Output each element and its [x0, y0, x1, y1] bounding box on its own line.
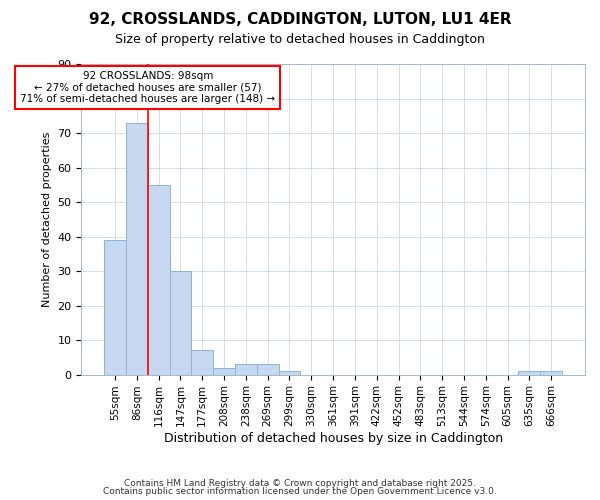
X-axis label: Distribution of detached houses by size in Caddington: Distribution of detached houses by size …: [164, 432, 503, 445]
Bar: [540, 371, 562, 374]
Bar: [126, 122, 148, 374]
Text: Size of property relative to detached houses in Caddington: Size of property relative to detached ho…: [115, 32, 485, 46]
Bar: [213, 368, 235, 374]
Bar: [257, 364, 278, 374]
Text: 92 CROSSLANDS: 98sqm
← 27% of detached houses are smaller (57)
71% of semi-detac: 92 CROSSLANDS: 98sqm ← 27% of detached h…: [20, 71, 275, 104]
Text: 92, CROSSLANDS, CADDINGTON, LUTON, LU1 4ER: 92, CROSSLANDS, CADDINGTON, LUTON, LU1 4…: [89, 12, 511, 28]
Bar: [148, 185, 170, 374]
Text: Contains HM Land Registry data © Crown copyright and database right 2025.: Contains HM Land Registry data © Crown c…: [124, 478, 476, 488]
Bar: [518, 371, 540, 374]
Bar: [235, 364, 257, 374]
Y-axis label: Number of detached properties: Number of detached properties: [42, 132, 52, 307]
Bar: [104, 240, 126, 374]
Bar: [278, 371, 301, 374]
Bar: [191, 350, 213, 374]
Bar: [170, 271, 191, 374]
Text: Contains public sector information licensed under the Open Government Licence v3: Contains public sector information licen…: [103, 487, 497, 496]
